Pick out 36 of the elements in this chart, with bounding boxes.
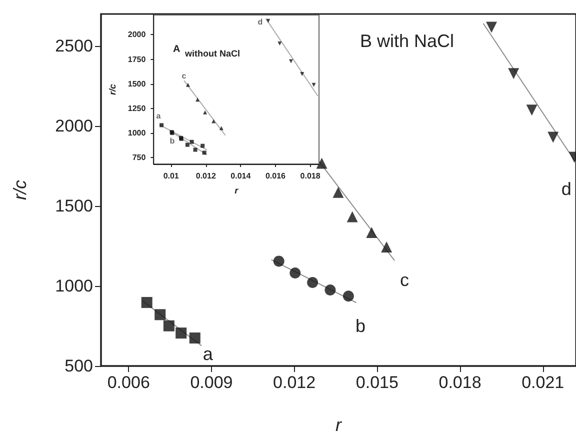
series-label: b — [355, 316, 366, 336]
y-tick-label: 2500 — [55, 36, 93, 56]
y-tick-label: 1000 — [128, 128, 146, 138]
y-tick-label: 1500 — [128, 79, 146, 88]
y-tick-label: 1250 — [128, 104, 146, 113]
series-label: a — [156, 112, 162, 121]
y-tick-label: 500 — [64, 356, 93, 376]
y-axis-title: r/c — [108, 84, 118, 96]
series-label: b — [170, 136, 175, 146]
x-tick-label: 0.015 — [356, 373, 398, 392]
series-label: c — [400, 270, 410, 290]
x-tick-label: 0.01 — [163, 172, 180, 180]
x-tick-label: 0.016 — [265, 172, 286, 180]
y-tick-label: 750 — [132, 153, 146, 162]
x-tick-label: 0.009 — [190, 373, 233, 392]
x-tick-label: 0.012 — [273, 373, 316, 392]
x-tick-label: 0.006 — [107, 373, 150, 392]
series-label: a — [202, 344, 214, 364]
x-tick-label: 0.018 — [300, 172, 321, 180]
x-axis-title: r — [234, 186, 239, 196]
x-tick-label: 0.021 — [522, 373, 564, 392]
x-axis-title: r — [336, 415, 342, 435]
series-label: d — [561, 179, 572, 200]
series-label: d — [258, 17, 263, 26]
series-label: c — [182, 71, 187, 80]
y-axis-title: r/c — [10, 180, 30, 200]
text: A without NaCl — [173, 44, 240, 58]
x-tick-label: 0.018 — [438, 373, 482, 392]
y-tick-label: 2000 — [55, 116, 93, 136]
text: B with NaCl — [360, 31, 454, 51]
y-tick-label: 1750 — [128, 54, 146, 64]
x-tick-label: 0.012 — [196, 172, 216, 180]
y-tick-label: 2000 — [128, 30, 146, 40]
x-tick-label: 0.014 — [230, 172, 252, 180]
y-tick-label: 1000 — [55, 276, 93, 296]
y-tick-label: 1500 — [55, 196, 93, 216]
